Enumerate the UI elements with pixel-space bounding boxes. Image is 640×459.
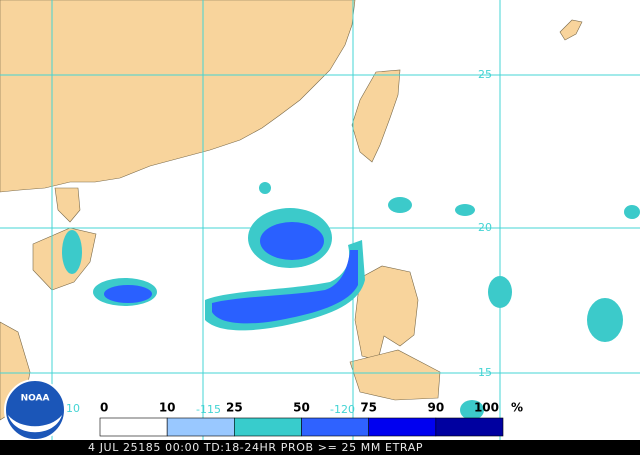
longitude-label: -115 (196, 403, 221, 416)
legend-unit: % (511, 401, 523, 415)
legend-swatch (166, 417, 235, 437)
latitude-label: 10 (66, 402, 80, 415)
legend-tick-label: 100 (474, 401, 499, 415)
noaa-logo: NOAA (4, 379, 66, 441)
legend-swatch (368, 417, 437, 437)
logo-text: NOAA (21, 394, 50, 404)
land (0, 0, 583, 421)
legend-swatch (234, 417, 302, 437)
latitude-label: 15 (478, 366, 492, 379)
legend-swatch (301, 417, 369, 437)
latitude-label: 20 (478, 221, 492, 234)
legend-tick-label: 25 (226, 401, 243, 415)
legend-tick-label: 50 (293, 401, 310, 415)
legend-tick-label: 75 (360, 401, 377, 415)
legend: 0 10 25 50 75 90 100% (99, 401, 523, 437)
legend-tick-label: 90 (427, 401, 444, 415)
longitude-label: -120 (330, 403, 355, 416)
precip-areas (62, 182, 640, 420)
legend-swatch (99, 417, 168, 437)
legend-tick-label: 10 (159, 401, 176, 415)
footer-text: 4 JUL 25185 00:00 TD:18-24HR PROB >= 25 … (88, 441, 423, 454)
latitude-label: 25 (478, 68, 492, 81)
legend-swatch (435, 417, 504, 437)
footer-bar (0, 440, 640, 455)
legend-tick-label: 0 (100, 401, 108, 415)
